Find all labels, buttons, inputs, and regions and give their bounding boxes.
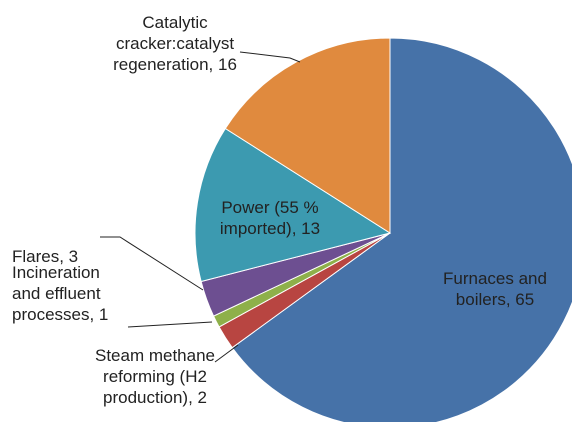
pie-slice	[224, 37, 391, 234]
slice-label: Steam methane reforming (H2 production),…	[94, 346, 215, 407]
slice-label: Catalytic cracker:catalyst regeneration,…	[113, 13, 237, 74]
leader-line	[127, 321, 213, 328]
slice-label: Power (55 % imported), 13	[219, 198, 321, 238]
slice-label: Flares, 3	[12, 247, 79, 266]
pie-slice	[194, 127, 392, 283]
pie-slice	[231, 37, 572, 422]
leader-line	[100, 236, 204, 291]
slice-label: Incineration and effluent processes, 1	[12, 263, 109, 324]
slice-label: Furnaces and boilers, 65	[443, 269, 547, 309]
leader-line	[239, 51, 301, 63]
leader-line	[214, 344, 239, 363]
